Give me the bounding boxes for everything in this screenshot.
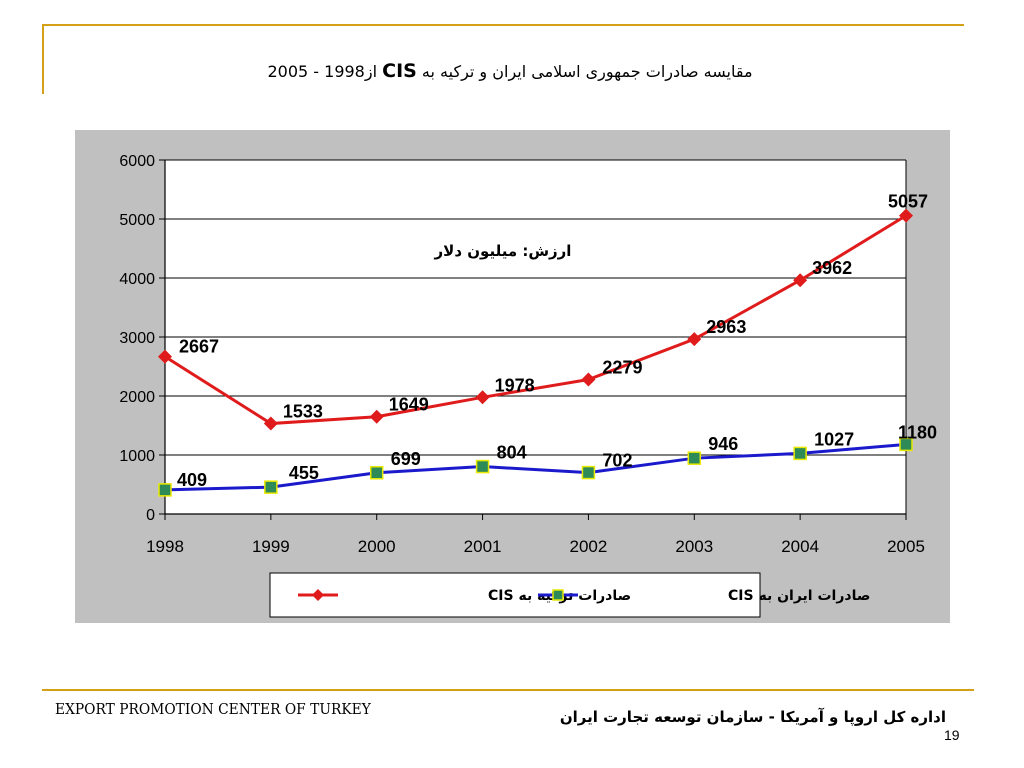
legend-marker <box>312 589 324 601</box>
x-tick-label: 2004 <box>781 537 819 556</box>
data-point <box>475 459 490 474</box>
data-point <box>158 483 172 497</box>
x-tick-label: 2000 <box>358 537 396 556</box>
data-label: 409 <box>177 470 207 490</box>
x-tick-label: 1998 <box>146 537 184 556</box>
line-chart: 0 1000 2000 3000 4000 5000 6000 1998 1999 2000 200… <box>119 153 937 618</box>
x-tick-label: 2001 <box>464 537 502 556</box>
slide-title: مقایسه صادرات جمهوری اسلامی ایران و ترکی… <box>150 60 870 82</box>
x-tick-label: 1999 <box>252 537 290 556</box>
unit-annotation: ارزش: میلیون دلار <box>434 242 572 260</box>
data-point <box>581 372 596 387</box>
y-tick-label: 2000 <box>119 389 155 406</box>
data-label: 1180 <box>898 422 937 442</box>
data-label: 1649 <box>389 395 429 415</box>
footer-divider <box>42 689 974 691</box>
legend-label: صادرات ایران به CIS <box>728 588 870 604</box>
data-point <box>158 349 172 364</box>
data-label: 804 <box>497 443 527 463</box>
y-tick-label: 5000 <box>119 212 155 229</box>
y-tick-label: 4000 <box>119 271 155 288</box>
page-number: 19 <box>944 727 960 743</box>
data-point <box>263 416 278 431</box>
y-tick-label: 6000 <box>119 153 155 170</box>
data-label: 1978 <box>495 375 535 395</box>
data-point <box>899 208 913 223</box>
data-point <box>793 446 807 461</box>
data-point <box>687 451 702 465</box>
footer-department: اداره کل اروپا و آمریکا - سازمان توسعه ت… <box>559 708 946 726</box>
data-label: 2279 <box>602 358 642 378</box>
data-point <box>369 409 384 424</box>
legend-marker <box>552 589 564 601</box>
y-tick-label: 0 <box>146 507 155 524</box>
data-label: 3962 <box>812 258 852 278</box>
data-label: 1027 <box>814 429 854 449</box>
data-point <box>687 332 702 347</box>
data-point <box>475 390 490 405</box>
data-label: 2963 <box>706 317 746 337</box>
left-border-line <box>42 24 44 94</box>
y-tick-label: 1000 <box>119 448 155 465</box>
data-label: 5057 <box>888 192 928 212</box>
footer-organization: EXPORT PROMOTION CENTER OF TURKEY <box>55 700 371 718</box>
title-range: از1998 - 2005 <box>267 62 378 81</box>
series-line <box>164 442 907 492</box>
chart-area: 0 1000 2000 3000 4000 5000 6000 1998 1999 2000 200… <box>75 130 950 623</box>
series-line <box>164 214 907 426</box>
x-tick-label: 2003 <box>675 537 713 556</box>
title-cis: CIS <box>382 60 417 82</box>
data-point <box>264 480 278 494</box>
data-point <box>581 465 596 480</box>
data-label: 946 <box>708 434 738 454</box>
title-text: مقایسه صادرات جمهوری اسلامی ایران و ترکی… <box>421 62 753 81</box>
data-point <box>793 273 808 288</box>
data-point <box>369 466 384 480</box>
data-label: 1533 <box>283 402 323 422</box>
data-point <box>899 437 913 452</box>
legend-box <box>269 572 761 618</box>
x-tick-label: 2005 <box>887 537 925 556</box>
x-tick-label: 2002 <box>570 537 608 556</box>
y-tick-label: 3000 <box>119 330 155 347</box>
data-label: 699 <box>391 449 421 469</box>
data-label: 2667 <box>179 337 219 357</box>
data-label: 455 <box>289 463 319 483</box>
top-border-line <box>42 24 964 26</box>
data-label: 702 <box>602 451 632 471</box>
